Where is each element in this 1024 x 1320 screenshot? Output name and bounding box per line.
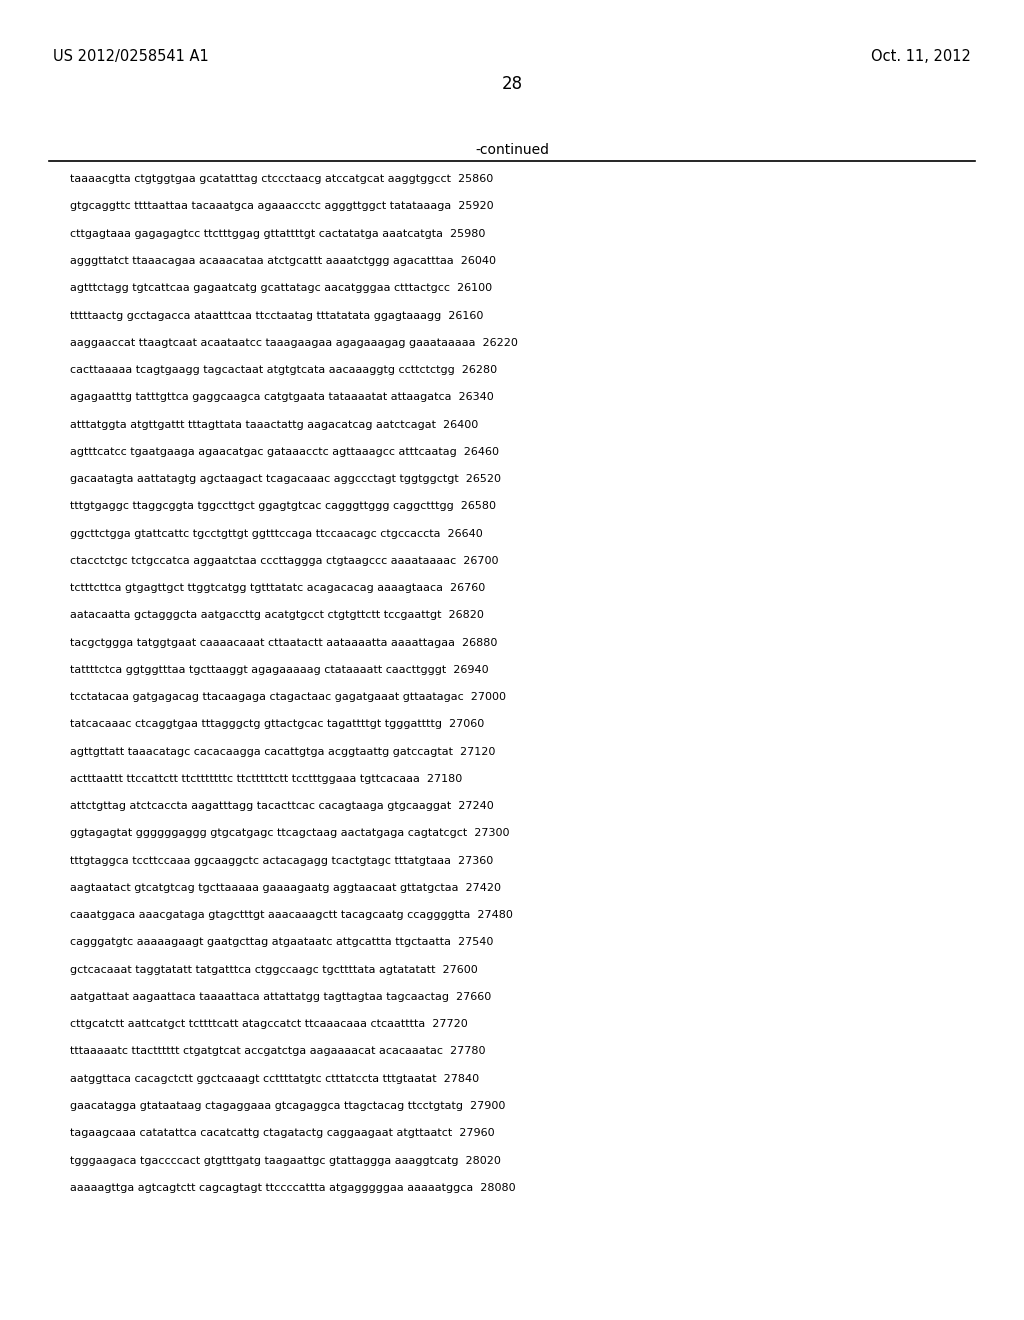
- Text: aatggttaca cacagctctt ggctcaaagt ccttttatgtc ctttatccta tttgtaatat  27840: aatggttaca cacagctctt ggctcaaagt cctttta…: [70, 1073, 479, 1084]
- Text: aatgattaat aagaattaca taaaattaca attattatgg tagttagtaa tagcaactag  27660: aatgattaat aagaattaca taaaattaca attatta…: [70, 993, 490, 1002]
- Text: agtttcatcc tgaatgaaga agaacatgac gataaacctc agttaaagcc atttcaatag  26460: agtttcatcc tgaatgaaga agaacatgac gataaac…: [70, 446, 499, 457]
- Text: agagaatttg tatttgttca gaggcaagca catgtgaata tataaaatat attaagatca  26340: agagaatttg tatttgttca gaggcaagca catgtga…: [70, 392, 494, 403]
- Text: tatcacaaac ctcaggtgaa tttagggctg gttactgcac tagattttgt tgggattttg  27060: tatcacaaac ctcaggtgaa tttagggctg gttactg…: [70, 719, 484, 730]
- Text: tttaaaaatc ttactttttt ctgatgtcat accgatctga aagaaaacat acacaaatac  27780: tttaaaaatc ttactttttt ctgatgtcat accgatc…: [70, 1047, 485, 1056]
- Text: ctacctctgc tctgccatca aggaatctaa cccttaggga ctgtaagccc aaaataaaac  26700: ctacctctgc tctgccatca aggaatctaa cccttag…: [70, 556, 498, 566]
- Text: actttaattt ttccattctt ttctttttttc ttctttttctt tcctttggaaa tgttcacaaa  27180: actttaattt ttccattctt ttctttttttc ttcttt…: [70, 774, 462, 784]
- Text: 28: 28: [502, 75, 522, 92]
- Text: tttttaactg gcctagacca ataatttcaa ttcctaatag tttatatata ggagtaaagg  26160: tttttaactg gcctagacca ataatttcaa ttcctaa…: [70, 310, 483, 321]
- Text: tacgctggga tatggtgaat caaaacaaat cttaatactt aataaaatta aaaattagaa  26880: tacgctggga tatggtgaat caaaacaaat cttaata…: [70, 638, 497, 648]
- Text: gctcacaaat taggtatatt tatgatttca ctggccaagc tgcttttata agtatatatt  27600: gctcacaaat taggtatatt tatgatttca ctggcca…: [70, 965, 477, 974]
- Text: gtgcaggttc ttttaattaa tacaaatgca agaaaccctc agggttggct tatataaaga  25920: gtgcaggttc ttttaattaa tacaaatgca agaaacc…: [70, 202, 494, 211]
- Text: aagtaatact gtcatgtcag tgcttaaaaa gaaaagaatg aggtaacaat gttatgctaa  27420: aagtaatact gtcatgtcag tgcttaaaaa gaaaaga…: [70, 883, 501, 892]
- Text: caaatggaca aaacgataga gtagctttgt aaacaaagctt tacagcaatg ccaggggtta  27480: caaatggaca aaacgataga gtagctttgt aaacaaa…: [70, 911, 512, 920]
- Text: ggtagagtat ggggggaggg gtgcatgagc ttcagctaag aactatgaga cagtatcgct  27300: ggtagagtat ggggggaggg gtgcatgagc ttcagct…: [70, 829, 509, 838]
- Text: -continued: -continued: [475, 143, 549, 157]
- Text: gacaatagta aattatagtg agctaagact tcagacaaac aggccctagt tggtggctgt  26520: gacaatagta aattatagtg agctaagact tcagaca…: [70, 474, 501, 484]
- Text: taaaacgtta ctgtggtgaa gcatatttag ctccctaacg atccatgcat aaggtggcct  25860: taaaacgtta ctgtggtgaa gcatatttag ctcccta…: [70, 174, 493, 185]
- Text: tattttctca ggtggtttaa tgcttaaggt agagaaaaag ctataaaatt caacttgggt  26940: tattttctca ggtggtttaa tgcttaaggt agagaaa…: [70, 665, 488, 675]
- Text: gaacatagga gtataataag ctagaggaaa gtcagaggca ttagctacag ttcctgtatg  27900: gaacatagga gtataataag ctagaggaaa gtcagag…: [70, 1101, 505, 1111]
- Text: tagaagcaaa catatattca cacatcattg ctagatactg caggaagaat atgttaatct  27960: tagaagcaaa catatattca cacatcattg ctagata…: [70, 1129, 495, 1138]
- Text: agggttatct ttaaacagaa acaaacataa atctgcattt aaaatctggg agacatttaa  26040: agggttatct ttaaacagaa acaaacataa atctgca…: [70, 256, 496, 267]
- Text: US 2012/0258541 A1: US 2012/0258541 A1: [53, 49, 209, 65]
- Text: agtttctagg tgtcattcaa gagaatcatg gcattatagc aacatgggaa ctttactgcc  26100: agtttctagg tgtcattcaa gagaatcatg gcattat…: [70, 284, 492, 293]
- Text: tttgtgaggc ttaggcggta tggccttgct ggagtgtcac cagggttggg caggctttgg  26580: tttgtgaggc ttaggcggta tggccttgct ggagtgt…: [70, 502, 496, 511]
- Text: ggcttctgga gtattcattc tgcctgttgt ggtttccaga ttccaacagc ctgccaccta  26640: ggcttctgga gtattcattc tgcctgttgt ggtttcc…: [70, 528, 482, 539]
- Text: aaaaagttga agtcagtctt cagcagtagt ttccccattta atgagggggaa aaaaatggca  28080: aaaaagttga agtcagtctt cagcagtagt ttcccca…: [70, 1183, 515, 1193]
- Text: tttgtaggca tccttccaaa ggcaaggctc actacagagg tcactgtagc tttatgtaaa  27360: tttgtaggca tccttccaaa ggcaaggctc actacag…: [70, 855, 493, 866]
- Text: cttgagtaaa gagagagtcc ttctttggag gttattttgt cactatatga aaatcatgta  25980: cttgagtaaa gagagagtcc ttctttggag gttattt…: [70, 228, 485, 239]
- Text: cacttaaaaa tcagtgaagg tagcactaat atgtgtcata aacaaaggtg ccttctctgg  26280: cacttaaaaa tcagtgaagg tagcactaat atgtgtc…: [70, 366, 497, 375]
- Text: aatacaatta gctagggcta aatgaccttg acatgtgcct ctgtgttctt tccgaattgt  26820: aatacaatta gctagggcta aatgaccttg acatgtg…: [70, 610, 483, 620]
- Text: cttgcatctt aattcatgct tcttttcatt atagccatct ttcaaacaaa ctcaatttta  27720: cttgcatctt aattcatgct tcttttcatt atagcca…: [70, 1019, 467, 1030]
- Text: Oct. 11, 2012: Oct. 11, 2012: [870, 49, 971, 65]
- Text: attctgttag atctcaccta aagatttagg tacacttcac cacagtaaga gtgcaaggat  27240: attctgttag atctcaccta aagatttagg tacactt…: [70, 801, 494, 812]
- Text: agttgttatt taaacatagc cacacaagga cacattgtga acggtaattg gatccagtat  27120: agttgttatt taaacatagc cacacaagga cacattg…: [70, 747, 495, 756]
- Text: tgggaagaca tgaccccact gtgtttgatg taagaattgc gtattaggga aaaggtcatg  28020: tgggaagaca tgaccccact gtgtttgatg taagaat…: [70, 1155, 501, 1166]
- Text: aaggaaccat ttaagtcaat acaataatcc taaagaagaa agagaaagag gaaataaaaa  26220: aaggaaccat ttaagtcaat acaataatcc taaagaa…: [70, 338, 517, 347]
- Text: cagggatgtc aaaaagaagt gaatgcttag atgaataatc attgcattta ttgctaatta  27540: cagggatgtc aaaaagaagt gaatgcttag atgaata…: [70, 937, 493, 948]
- Text: tctttcttca gtgagttgct ttggtcatgg tgtttatatc acagacacag aaaagtaaca  26760: tctttcttca gtgagttgct ttggtcatgg tgtttat…: [70, 583, 485, 593]
- Text: tcctatacaa gatgagacag ttacaagaga ctagactaac gagatgaaat gttaatagac  27000: tcctatacaa gatgagacag ttacaagaga ctagact…: [70, 692, 506, 702]
- Text: atttatggta atgttgattt tttagttata taaactattg aagacatcag aatctcagat  26400: atttatggta atgttgattt tttagttata taaacta…: [70, 420, 478, 429]
